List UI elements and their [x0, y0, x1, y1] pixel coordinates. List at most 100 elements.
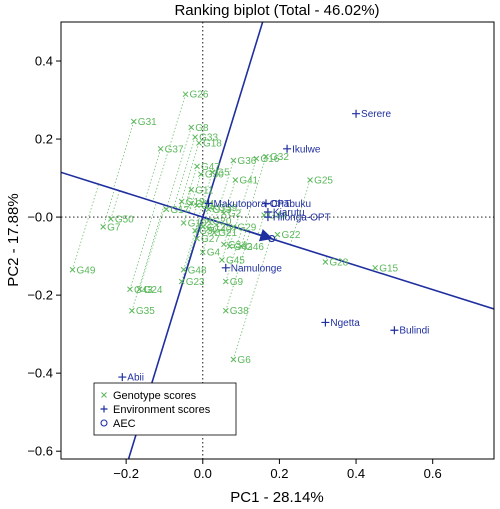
projection-line	[194, 215, 200, 231]
environment-label: Chabuku	[271, 199, 311, 210]
genotype-point	[127, 286, 133, 293]
environment-label: Hilonga-OPT	[273, 213, 331, 224]
projection-line	[193, 205, 198, 215]
genotype-point	[107, 216, 114, 222]
genotype-point	[178, 198, 185, 205]
genotype-label: G35	[136, 306, 155, 317]
projection-line	[221, 179, 236, 224]
genotype-label: G33	[199, 133, 218, 144]
genotype-label: G48	[188, 265, 207, 276]
genotype-point	[199, 249, 206, 256]
genotype-point	[130, 118, 137, 125]
projection-line	[198, 172, 213, 217]
genotype-label: G11	[195, 185, 214, 196]
genotype-point	[307, 177, 313, 183]
genotype-label: G32	[270, 152, 289, 163]
environment-label: Namulonge	[231, 263, 283, 274]
genotype-point	[188, 186, 195, 193]
genotype-point	[198, 171, 204, 178]
genotype-point	[205, 225, 212, 232]
x-tick-label: 0.6	[424, 466, 442, 481]
y-tick-label: −0.2	[27, 288, 53, 303]
environment-point	[204, 199, 213, 208]
genotype-point	[188, 200, 195, 207]
genotype-label: G16	[260, 154, 279, 165]
genotype-label: G43	[134, 285, 153, 296]
genotype-point	[221, 241, 227, 248]
environment-points: Serere Ikulwe Makutopora-OPTChabukuKiarutu…	[118, 109, 429, 384]
genotype-point	[232, 177, 239, 183]
genotype-label: G12	[207, 222, 226, 233]
genotype-label: G45	[226, 256, 245, 267]
genotype-label: G18	[203, 138, 222, 149]
environment-label: Ngetta	[330, 318, 360, 329]
environment-point	[118, 373, 127, 382]
projection-line	[102, 189, 115, 227]
projection-line	[184, 189, 192, 212]
legend-genotype-symbol	[101, 392, 107, 398]
genotype-label: G29	[237, 222, 256, 233]
genotype-point	[226, 243, 233, 250]
genotype-point	[211, 229, 218, 236]
genotype-label: G10	[188, 218, 207, 229]
legend-aec-symbol	[100, 419, 108, 427]
genotype-point	[194, 163, 200, 170]
projection-line	[210, 207, 215, 220]
genotype-point	[230, 356, 237, 363]
genotype-label: G34	[228, 240, 247, 251]
genotype-label: G46	[245, 242, 264, 253]
genotype-label: G28	[329, 257, 348, 268]
legend-environment-symbol	[100, 405, 108, 413]
projection-line	[240, 230, 247, 247]
genotype-point	[222, 278, 229, 285]
projection-line	[214, 160, 234, 222]
genotype-label: G50	[115, 215, 134, 226]
projection-line	[178, 201, 183, 210]
genotype-label: G40	[213, 224, 232, 235]
genotype-label: G8	[195, 123, 209, 134]
genotype-point	[178, 278, 185, 285]
y-axis-title: PC2 - 17.88%	[5, 193, 22, 286]
projection-line	[183, 166, 198, 212]
genotype-label: G4	[207, 248, 221, 259]
projection-line	[205, 209, 209, 219]
legend-label: AEC	[113, 418, 136, 430]
aec-abscissa-line	[61, 171, 494, 310]
chart-title: Ranking biplot (Total - 46.02%)	[174, 2, 379, 19]
projection-line	[188, 203, 192, 213]
genotype-point	[192, 134, 198, 140]
genotype-point	[372, 264, 379, 271]
genotype-point	[211, 204, 218, 211]
genotype-label: G22	[282, 230, 301, 241]
genotype-label: G9	[230, 277, 244, 288]
plot-border	[60, 21, 495, 460]
genotype-point	[157, 145, 164, 152]
genotype-label: G20	[213, 216, 232, 227]
environment-label: Bulindi	[399, 326, 429, 337]
genotype-point	[322, 259, 329, 265]
genotype-point	[188, 124, 195, 131]
projection-line	[257, 215, 265, 235]
genotype-label: G1	[201, 201, 215, 212]
genotype-label: G42	[234, 242, 253, 253]
genotype-point	[180, 266, 187, 273]
genotype-label: G27	[201, 234, 220, 245]
genotype-point	[194, 202, 200, 209]
genotype-point	[69, 266, 76, 273]
genotype-label: G41	[239, 176, 258, 187]
aec-marker	[268, 234, 276, 243]
genotype-point	[182, 91, 189, 98]
genotype-point	[180, 220, 187, 226]
genotype-label: G39	[218, 203, 237, 214]
axes: −0.2 0.0 0.2 0.4 0.6 −0.6 −0.4 −0.2 −0.0 0.2 0.4	[27, 54, 441, 481]
genotype-label: G26	[190, 90, 209, 101]
genotype-label: G47	[201, 162, 220, 173]
projection-line	[145, 148, 161, 200]
environment-point	[262, 199, 271, 208]
genotype-label: G36	[237, 156, 256, 167]
environment-label: Abii	[127, 373, 144, 384]
projection-line	[183, 216, 201, 270]
genotype-point	[205, 218, 212, 224]
environment-label: Makutopora-OPT	[214, 199, 291, 210]
